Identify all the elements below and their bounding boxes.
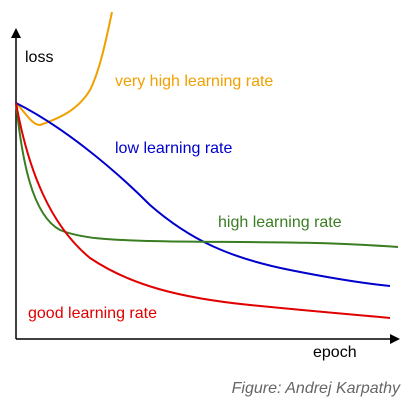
caption: Figure: Andrej Karpathy: [232, 380, 401, 397]
curve-label: good learning rate: [28, 305, 157, 322]
y-axis-label: loss: [25, 49, 53, 66]
low-curve: [15, 102, 391, 287]
good-curve: [15, 102, 391, 319]
curve-label: very high learning rate: [115, 73, 273, 90]
high-curve: [15, 102, 399, 248]
x-axis-label: epoch: [313, 344, 357, 361]
very-high-curve: [15, 11, 113, 127]
curve-label: low learning rate: [115, 140, 233, 157]
curve-label: high learning rate: [218, 214, 342, 231]
